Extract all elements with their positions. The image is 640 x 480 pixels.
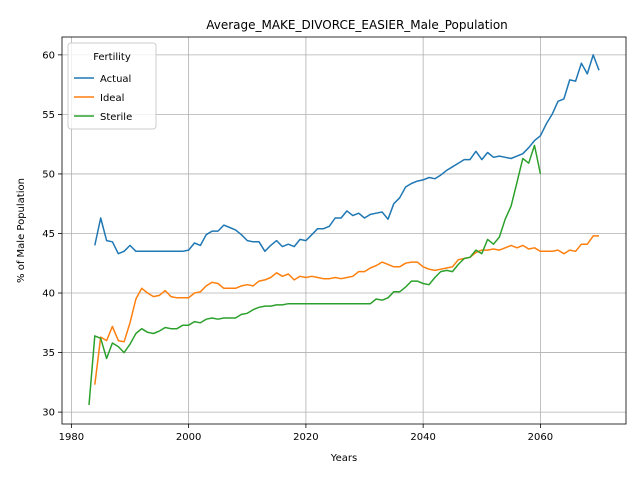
series-line-sterile (88, 144, 542, 405)
series-layer (88, 54, 600, 405)
y-axis: 30 35 40 45 50 55 60 (42, 50, 62, 419)
series-line-actual (94, 54, 600, 255)
legend-title: Fertility (93, 52, 131, 63)
y-tick-label: 40 (42, 289, 55, 300)
x-tick-label: 1980 (59, 432, 84, 443)
legend: Fertility Actual Ideal Sterile (67, 42, 157, 130)
legend-label-sterile: Sterile (100, 112, 132, 123)
series-line-ideal (94, 235, 599, 385)
legend-label-actual: Actual (100, 74, 131, 85)
legend-label-ideal: Ideal (100, 93, 124, 104)
x-axis: 1980 2000 2020 2040 2060 (59, 424, 553, 443)
x-tick-label: 2020 (293, 432, 318, 443)
x-tick-label: 2040 (410, 432, 435, 443)
y-tick-label: 55 (42, 110, 55, 121)
x-axis-title: Years (330, 453, 357, 464)
y-tick-label: 45 (42, 229, 55, 240)
y-tick-label: 60 (42, 50, 55, 61)
x-tick-label: 2060 (528, 432, 553, 443)
y-tick-label: 30 (42, 408, 55, 419)
y-tick-label: 50 (42, 169, 55, 180)
legend-box (67, 42, 157, 130)
chart-title: Average_MAKE_DIVORCE_EASIER_Male_Populat… (206, 18, 508, 32)
plot-frame (61, 36, 627, 425)
x-tick-label: 2000 (176, 432, 201, 443)
y-axis-title: % of Male Population (16, 178, 27, 283)
y-tick-label: 35 (42, 348, 55, 359)
